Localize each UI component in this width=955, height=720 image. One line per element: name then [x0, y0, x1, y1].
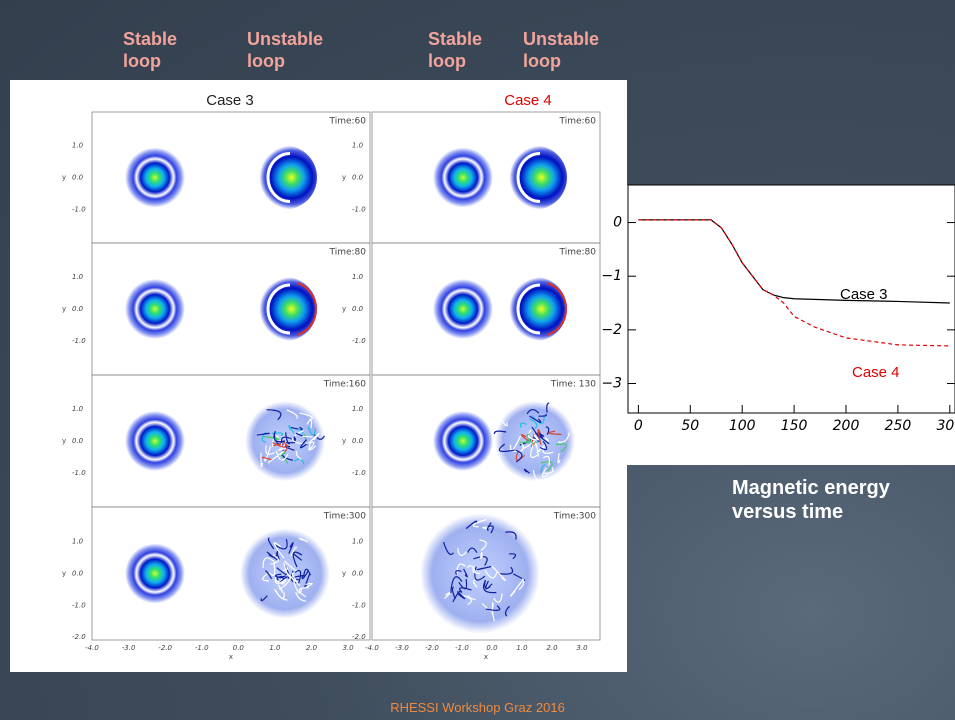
y-tick-label: 0: [613, 215, 622, 231]
y-axis-label: y: [342, 305, 346, 313]
y-tick-label: 0.0: [72, 305, 84, 313]
x-tick-label: 1.0: [516, 644, 528, 652]
footer: RHESSI Workshop Graz 2016: [0, 700, 955, 715]
figures: Case 3 Time:60 1.0 0.0 -1.0 y Time:80 1.0 0.0 -1.…: [0, 0, 955, 720]
x-tick-label: 3.0: [342, 644, 354, 652]
y-axis-label: y: [342, 437, 346, 445]
y-tick-label: -1.0: [72, 602, 86, 610]
panel-time: Time:160: [323, 380, 367, 390]
stable-loop: [433, 279, 493, 339]
panel-time: Time:80: [328, 248, 366, 258]
y-axis-label: y: [62, 437, 66, 445]
stable-loop: [125, 279, 185, 339]
y-tick-label: -2.0: [352, 633, 366, 641]
slide: Stable loop Unstable loop Stable loop Un…: [0, 0, 955, 720]
x-tick-label: 150: [781, 418, 808, 434]
panel-title: Case 4: [504, 92, 552, 109]
x-tick-label: -2.0: [425, 644, 439, 652]
y-tick-label: -1.0: [352, 602, 366, 610]
y-axis-label: y: [342, 174, 346, 182]
y-tick-label: 1.0: [72, 405, 84, 413]
y-tick-label: -1.0: [352, 206, 366, 214]
x-tick-label: -1.0: [455, 644, 469, 652]
panel-time: Time:60: [328, 117, 366, 127]
y-tick-label: 0.0: [72, 570, 84, 578]
x-tick-label: 2.0: [306, 644, 318, 652]
y-tick-label: −1: [601, 268, 622, 284]
y-tick-label: -1.0: [352, 337, 366, 345]
x-tick-label: 300: [936, 418, 955, 434]
panel-time: Time:300: [323, 512, 367, 522]
x-tick-label: -2.0: [158, 644, 172, 652]
y-tick-label: -1.0: [352, 469, 366, 477]
y-tick-label: 0.0: [352, 174, 364, 182]
stable-loop: [125, 544, 185, 604]
x-tick-label: 1.0: [269, 644, 281, 652]
x-tick-label: -1.0: [195, 644, 209, 652]
x-tick-label: 100: [729, 418, 756, 434]
x-tick-label: 50: [681, 418, 699, 434]
y-axis-label: y: [62, 305, 66, 313]
y-tick-label: 0.0: [72, 437, 84, 445]
y-tick-label: 0.0: [72, 174, 84, 182]
y-tick-label: 1.0: [352, 538, 364, 546]
y-tick-label: 0.0: [352, 437, 364, 445]
series-label: Case 3: [840, 286, 888, 303]
x-tick-label: -4.0: [365, 644, 379, 652]
y-tick-label: 1.0: [72, 273, 84, 281]
y-tick-label: 1.0: [72, 142, 84, 150]
panel-title: Case 3: [206, 92, 254, 109]
panel-time: Time:300: [553, 512, 597, 522]
y-tick-label: 1.0: [72, 538, 84, 546]
stable-loop: [433, 411, 493, 471]
x-axis-label: x: [229, 653, 233, 661]
y-tick-label: −2: [601, 322, 622, 338]
y-tick-label: 1.0: [352, 273, 364, 281]
panel-time: Time: 130: [550, 380, 596, 390]
stable-loop: [433, 148, 493, 208]
y-tick-label: 1.0: [352, 142, 364, 150]
x-tick-label: -3.0: [395, 644, 409, 652]
x-tick-label: 200: [833, 418, 860, 434]
x-tick-label: 0.0: [486, 644, 498, 652]
y-axis-label: y: [62, 174, 66, 182]
x-axis-label: x: [484, 653, 488, 661]
x-tick-label: 0: [634, 418, 643, 434]
x-tick-label: 3.0: [576, 644, 588, 652]
y-tick-label: 1.0: [352, 405, 364, 413]
y-tick-label: 0.0: [352, 305, 364, 313]
panel-time: Time:80: [558, 248, 596, 258]
y-tick-label: -1.0: [72, 469, 86, 477]
y-tick-label: -1.0: [72, 206, 86, 214]
stable-loop: [125, 148, 185, 208]
y-tick-label: −3: [601, 375, 622, 391]
stable-loop: [125, 411, 185, 471]
series-label: Case 4: [852, 364, 900, 381]
y-tick-label: -2.0: [72, 633, 86, 641]
y-axis-label: y: [342, 570, 346, 578]
y-tick-label: 0.0: [352, 570, 364, 578]
x-tick-label: 250: [885, 418, 912, 434]
x-tick-label: -4.0: [85, 644, 99, 652]
turbulence-stroke: [303, 436, 313, 437]
panel-time: Time:60: [558, 117, 596, 127]
x-tick-label: -3.0: [122, 644, 136, 652]
turbulent-loop: [495, 401, 575, 481]
x-tick-label: 2.0: [546, 644, 558, 652]
y-axis-label: y: [62, 570, 66, 578]
y-tick-label: -1.0: [72, 337, 86, 345]
x-tick-label: 0.0: [233, 644, 245, 652]
side-text: Magnetic energy versus time: [732, 476, 932, 524]
